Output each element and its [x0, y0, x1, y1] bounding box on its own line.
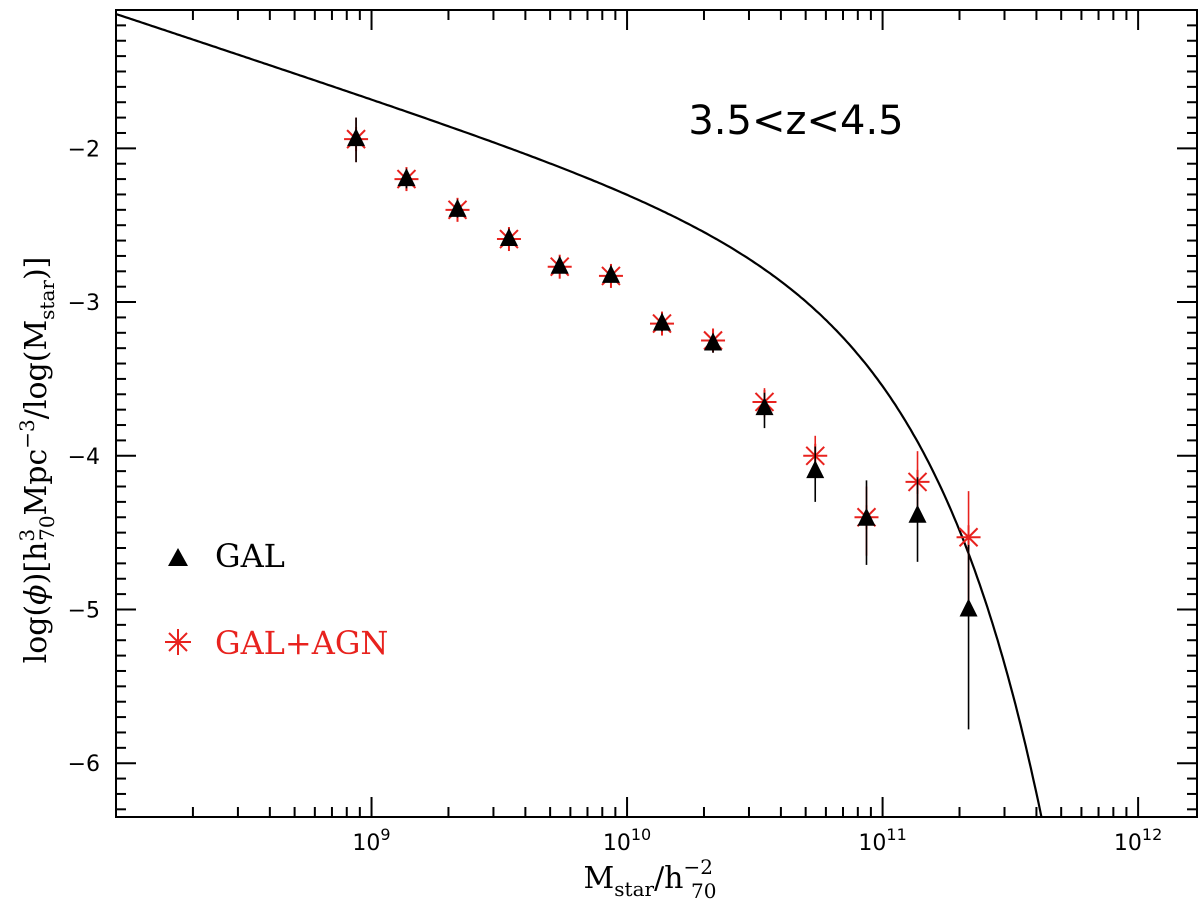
gal-point [959, 598, 978, 617]
x-tick-label: 1010 [603, 825, 651, 856]
gal-point [397, 168, 416, 187]
y-tick-label: −6 [68, 752, 100, 777]
y-tick-label: −3 [68, 291, 100, 316]
gal-point [601, 264, 620, 283]
legend-gal-agn-marker [165, 629, 191, 655]
y-tick-label: −2 [68, 137, 100, 162]
legend-gal-label: GAL [215, 537, 285, 575]
gal-point [347, 128, 366, 147]
legend: GAL GAL+AGN [165, 537, 388, 662]
x-tick-label: 1011 [858, 825, 906, 856]
gal-point [806, 460, 825, 479]
plot-frame [115, 9, 1198, 818]
redshift-annotation: 3.5<z<4.5 [688, 98, 903, 144]
y-tick-label: −4 [68, 445, 100, 470]
y-axis-label: log(ϕ)[h370Mpc−3/log(Mstar)] [15, 257, 59, 664]
legend-gal-agn-label: GAL+AGN [215, 624, 388, 662]
x-axis-label: Mstar/h−2 70 [584, 855, 717, 903]
gal-point [704, 332, 723, 351]
gal-point [448, 198, 467, 217]
tick-labels-layer: 109 1010 1011 1012 −2 −3 −4 −5 −6 [68, 137, 1163, 856]
gal-point [908, 504, 927, 523]
y-tick-label: −5 [68, 598, 100, 623]
gal-point [652, 312, 671, 331]
schechter-fit-line [116, 12, 1043, 817]
data-points-layer [344, 117, 981, 730]
x-tick-label: 1012 [1114, 825, 1162, 856]
gal-point [499, 228, 518, 247]
gal-point [755, 397, 774, 416]
x-tick-label: 109 [352, 825, 390, 856]
model-curve-layer [116, 12, 1043, 817]
gal-point [550, 255, 569, 274]
plot-frame-layer [115, 9, 1198, 818]
gal-point [857, 507, 876, 526]
legend-gal-marker [168, 548, 188, 566]
